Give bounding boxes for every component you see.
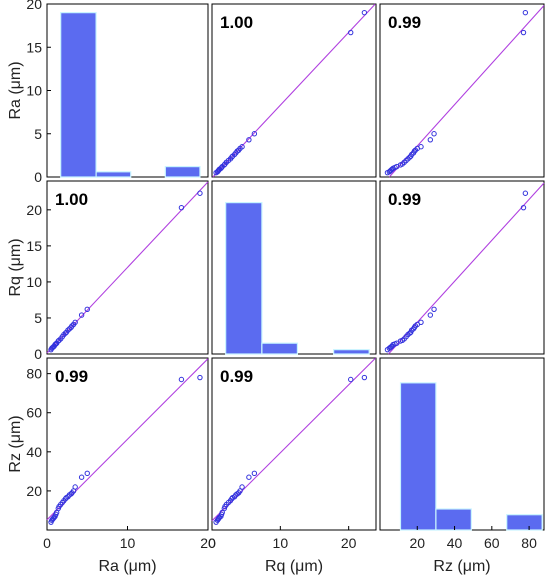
panel-frame [379, 3, 545, 178]
scatter-point [418, 144, 424, 150]
scatter-point [431, 131, 437, 137]
panel-ra-vs-rz: 0.99 [379, 3, 545, 178]
histogram-bar [95, 171, 132, 178]
scatter-point [348, 376, 354, 383]
scatter-point [72, 319, 78, 325]
histogram-bar [164, 166, 201, 178]
panel-rq-vs-rz: 0.99 [379, 180, 545, 355]
y-axis-label: Ra (μm) [7, 61, 24, 119]
scatter-point [246, 474, 252, 480]
histogram-bar [399, 382, 437, 531]
scatter-point [520, 204, 527, 211]
scatter-point [522, 190, 529, 196]
scatter-point [72, 484, 78, 490]
scatter-point [520, 29, 527, 36]
correlation-label: 0.99 [388, 190, 421, 209]
panel-rz-vs-ra: 0.99 [46, 357, 209, 531]
x-tick-label: 20 [341, 535, 357, 551]
scatter-point [197, 374, 203, 381]
y-tick-label: 0 [34, 169, 42, 185]
scatter-point [84, 470, 90, 477]
x-tick-label: 40 [447, 535, 463, 551]
scatter-point [251, 131, 258, 137]
correlation-label: 0.99 [55, 367, 88, 386]
y-tick-label: 10 [26, 83, 42, 99]
y-tick-label: 20 [26, 483, 42, 499]
x-tick-label: 0 [208, 535, 216, 551]
scatter-point [361, 374, 368, 381]
scatter-point [78, 474, 85, 480]
x-tick-label: 10 [120, 535, 136, 551]
panel-ra-vs-ra [46, 3, 209, 178]
x-tick-label: 80 [521, 535, 537, 551]
y-tick-label: 40 [26, 444, 42, 460]
scatter-point [84, 306, 90, 313]
scatter-point [239, 484, 245, 490]
y-tick-label: 0 [34, 346, 42, 362]
y-tick-label: 10 [26, 274, 42, 290]
correlation-label: 0.99 [388, 13, 421, 32]
scatter-point [418, 319, 424, 325]
y-tick-label: 80 [26, 366, 42, 382]
scatter-point [361, 9, 368, 16]
panel-rq-vs-ra: 1.00 [46, 180, 209, 355]
scatter-point [431, 306, 437, 313]
correlation-label: 0.99 [220, 367, 253, 386]
panel-rz-vs-rq: 0.99 [211, 357, 377, 531]
scatter-point [251, 470, 258, 477]
x-tick-label: 20 [200, 535, 216, 551]
y-tick-label: 5 [34, 126, 42, 142]
scatter-point [78, 312, 85, 318]
y-axis-label: Rz (μm) [7, 415, 24, 472]
panel-frame [379, 180, 545, 355]
correlation-label: 1.00 [55, 190, 88, 209]
histogram-bar [60, 12, 97, 178]
panel-rq-vs-rq [211, 180, 377, 355]
histogram-bar [225, 202, 263, 355]
scatter-point [197, 190, 203, 196]
histogram-bar [333, 349, 370, 355]
x-axis-label: Rq (μm) [265, 558, 323, 575]
y-axis-label: Rq (μm) [7, 238, 24, 296]
y-tick-label: 60 [26, 405, 42, 421]
panel-rz-vs-rz [379, 357, 545, 531]
scatter-point [246, 137, 252, 143]
panel-ra-vs-rq: 1.00 [211, 3, 377, 178]
correlation-label: 1.00 [220, 13, 253, 32]
x-tick-label: 0 [43, 535, 51, 551]
panel-frame [211, 357, 377, 531]
y-tick-label: 15 [26, 39, 42, 55]
histogram-bar [506, 514, 543, 531]
x-tick-label: 60 [484, 535, 500, 551]
histogram-bar [435, 508, 472, 531]
y-tick-label: 15 [26, 238, 42, 254]
scatter-point [178, 376, 185, 383]
histogram-bar [261, 342, 299, 355]
x-tick-label: 20 [409, 535, 425, 551]
scatter-point [427, 137, 434, 143]
y-tick-label: 20 [26, 202, 42, 218]
y-tick-label: 20 [26, 0, 42, 12]
x-axis-label: Rz (μm) [433, 558, 490, 575]
x-tick-label: 10 [273, 535, 289, 551]
scatter-point [348, 29, 354, 36]
x-axis-label: Ra (μm) [98, 558, 156, 575]
scatter-point [178, 204, 185, 211]
y-tick-label: 5 [34, 310, 42, 326]
scatter-point [522, 9, 529, 16]
scatter-point [239, 144, 245, 150]
scatter-point [427, 312, 434, 318]
